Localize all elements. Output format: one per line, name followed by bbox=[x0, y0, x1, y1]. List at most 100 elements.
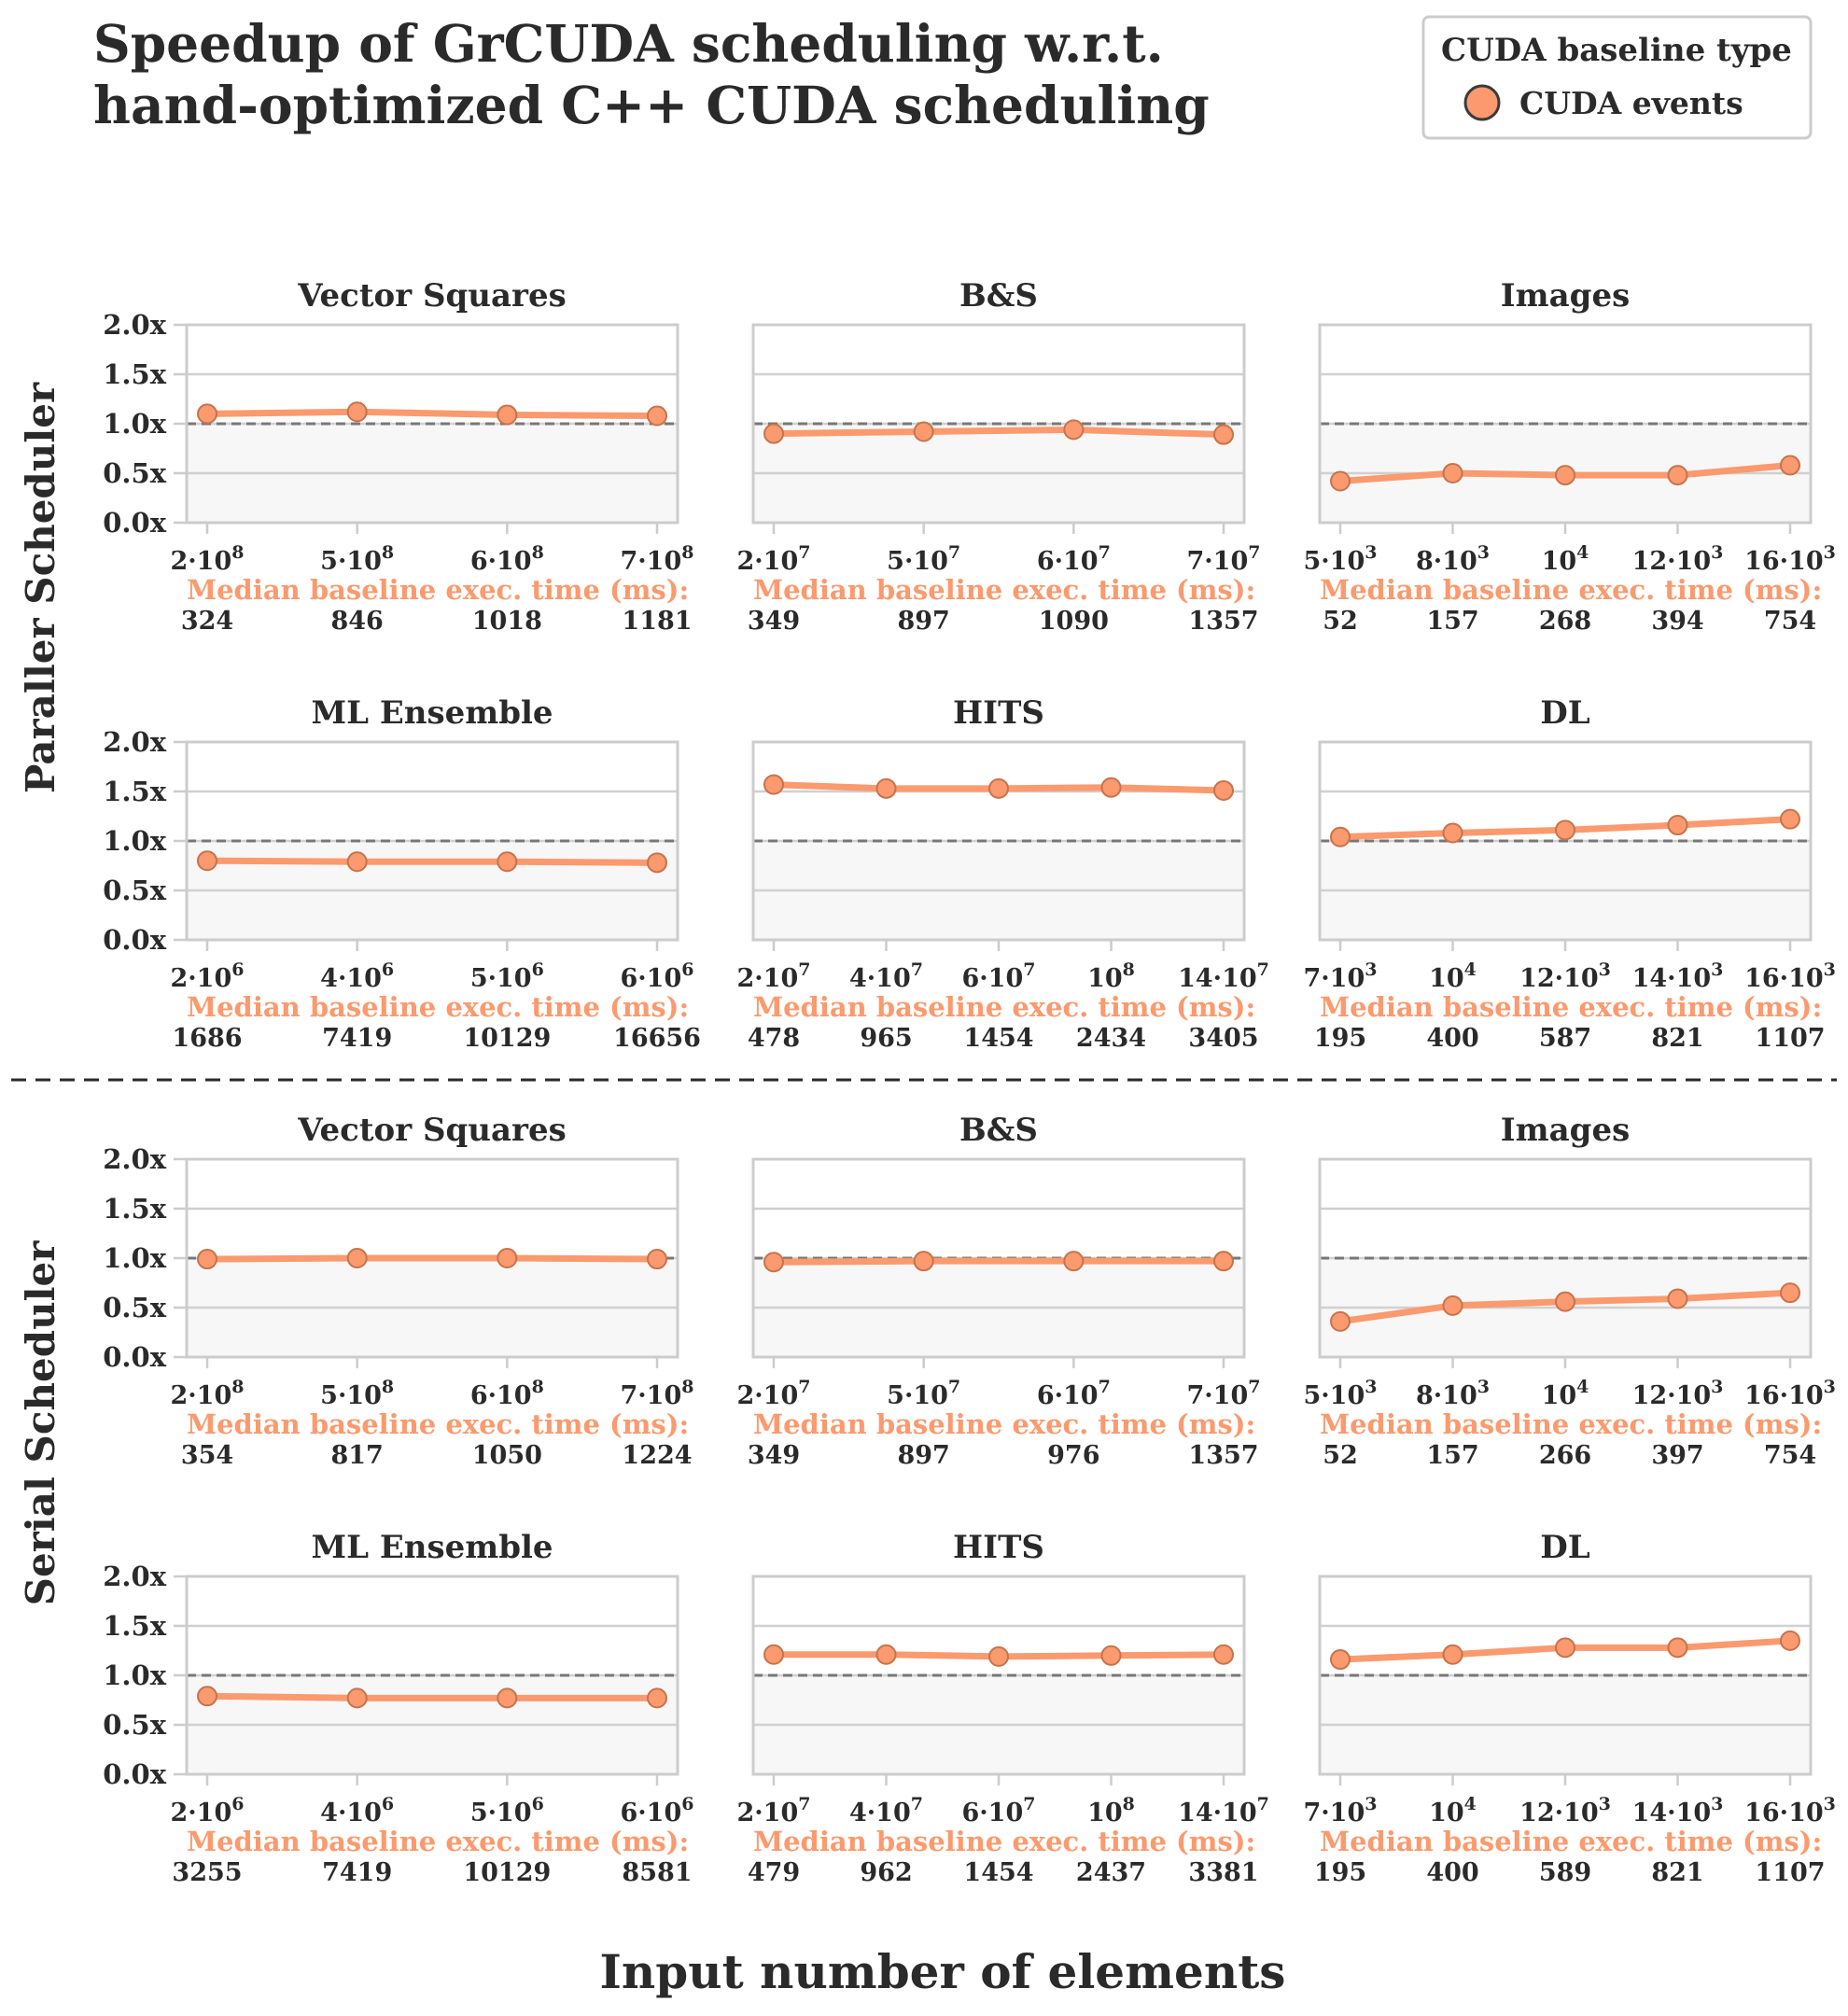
x-tick-label: 16·103 bbox=[1744, 542, 1836, 576]
x-tick-label: 2·108 bbox=[171, 1377, 245, 1410]
y-tick-label: 1.0x bbox=[103, 408, 166, 440]
baseline-time-label: Median baseline exec. time (ms): bbox=[187, 991, 689, 1023]
panel-title: B&S bbox=[959, 1112, 1038, 1149]
data-point bbox=[1213, 1251, 1234, 1272]
baseline-time-value: 16656 bbox=[613, 1024, 701, 1053]
data-point bbox=[497, 1248, 518, 1268]
x-tick-label: 6·106 bbox=[621, 959, 694, 993]
y-tick-label: 0.0x bbox=[103, 1758, 166, 1790]
baseline-time-value: 1107 bbox=[1755, 1024, 1825, 1053]
data-point bbox=[1442, 822, 1463, 844]
data-point bbox=[346, 851, 368, 873]
baseline-time-value: 7419 bbox=[322, 1858, 392, 1887]
data-point bbox=[1330, 1649, 1351, 1671]
baseline-time-label: Median baseline exec. time (ms): bbox=[1320, 574, 1822, 606]
baseline-time-value: 3255 bbox=[172, 1858, 242, 1887]
x-tick-label: 2·106 bbox=[171, 1794, 245, 1827]
baseline-time-value: 1454 bbox=[963, 1858, 1033, 1887]
series-line-cuda-events bbox=[203, 1254, 661, 1263]
baseline-time-value: 897 bbox=[897, 607, 949, 636]
x-tick-label: 7·108 bbox=[621, 1377, 694, 1410]
baseline-time-value: 1090 bbox=[1039, 607, 1109, 636]
y-tick-label: 0.5x bbox=[103, 457, 166, 489]
baseline-time-value: 589 bbox=[1539, 1858, 1591, 1887]
data-point bbox=[1780, 808, 1800, 830]
data-point bbox=[1442, 1295, 1463, 1316]
baseline-time-value: 821 bbox=[1651, 1858, 1703, 1887]
chart-panel: ML Ensemble 0.0x 0.5x 1.0x 1.5x 2.0x 2·106 4·10… bbox=[103, 1529, 693, 1887]
baseline-time-value: 1454 bbox=[963, 1024, 1033, 1053]
data-point bbox=[197, 1686, 217, 1707]
baseline-time-value: 754 bbox=[1764, 607, 1816, 636]
x-tick-label: 104 bbox=[1429, 959, 1477, 993]
x-tick-label: 8·103 bbox=[1416, 1377, 1490, 1410]
x-tick-label: 6·107 bbox=[962, 959, 1036, 993]
x-tick-label: 6·108 bbox=[470, 542, 544, 576]
data-point bbox=[1667, 1288, 1688, 1309]
x-tick-label: 7·108 bbox=[621, 542, 694, 576]
baseline-time-value: 195 bbox=[1314, 1858, 1366, 1887]
x-tick-label: 6·106 bbox=[621, 1794, 694, 1827]
data-point bbox=[197, 1249, 217, 1270]
data-point bbox=[1330, 826, 1351, 847]
data-point bbox=[1100, 777, 1122, 798]
x-tick-label: 2·107 bbox=[737, 1794, 811, 1827]
legend: CUDA baseline type CUDA events bbox=[1421, 15, 1813, 140]
baseline-time-label: Median baseline exec. time (ms): bbox=[1320, 991, 1822, 1023]
y-tick-label: 0.5x bbox=[103, 1709, 166, 1741]
data-point bbox=[197, 403, 217, 425]
panel-title: ML Ensemble bbox=[311, 694, 553, 732]
baseline-time-value: 2437 bbox=[1076, 1858, 1146, 1887]
x-tick-label: 6·108 bbox=[470, 1377, 544, 1410]
y-tick-label: 1.0x bbox=[103, 825, 166, 857]
baseline-time-value: 1357 bbox=[1188, 1441, 1258, 1470]
y-tick-label: 0.0x bbox=[103, 1341, 166, 1373]
baseline-time-value: 846 bbox=[330, 607, 383, 636]
panel-title: Images bbox=[1501, 277, 1630, 315]
baseline-time-value: 1107 bbox=[1755, 1858, 1825, 1887]
y-tick-label: 1.0x bbox=[103, 1659, 166, 1691]
chart-panel: Vector Squares 0.0x 0.5x 1.0x 1.5x 2.0x 2·108 5… bbox=[103, 277, 693, 636]
x-tick-label: 16·103 bbox=[1744, 959, 1836, 993]
data-point bbox=[1100, 1645, 1122, 1666]
panel-title: DL bbox=[1540, 694, 1589, 732]
y-tick-label: 2.0x bbox=[103, 1561, 166, 1592]
x-tick-label: 5·103 bbox=[1304, 542, 1378, 576]
data-point bbox=[763, 1252, 784, 1273]
baseline-time-value: 7419 bbox=[322, 1024, 392, 1053]
data-point bbox=[197, 850, 217, 872]
baseline-time-value: 3405 bbox=[1188, 1024, 1258, 1053]
panel-title: B&S bbox=[959, 277, 1038, 315]
data-point bbox=[1442, 463, 1463, 483]
baseline-time-value: 394 bbox=[1651, 607, 1703, 636]
chart-panel: Vector Squares 0.0x 0.5x 1.0x 1.5x 2.0x 2·108 5… bbox=[103, 1112, 693, 1470]
x-tick-label: 12·103 bbox=[1519, 1794, 1611, 1827]
data-point bbox=[875, 1644, 897, 1665]
data-point bbox=[988, 1645, 1009, 1667]
x-tick-label: 5·108 bbox=[320, 542, 394, 576]
x-tick-label: 7·103 bbox=[1304, 1794, 1378, 1827]
x-tick-label: 5·107 bbox=[887, 542, 960, 576]
data-point bbox=[763, 423, 784, 444]
row-label-serial: Serial Scheduler bbox=[18, 1240, 63, 1606]
x-tick-label: 14·103 bbox=[1632, 959, 1724, 993]
x-tick-label: 14·107 bbox=[1178, 959, 1269, 993]
x-tick-label: 12·103 bbox=[1519, 959, 1611, 993]
baseline-time-value: 1357 bbox=[1188, 607, 1258, 636]
baseline-time-value: 157 bbox=[1426, 607, 1478, 636]
x-tick-label: 6·107 bbox=[1037, 1377, 1111, 1410]
data-point bbox=[913, 421, 934, 442]
baseline-time-value: 479 bbox=[748, 1858, 800, 1887]
y-tick-label: 1.5x bbox=[103, 1610, 166, 1642]
data-point bbox=[647, 852, 667, 874]
x-tick-label: 8·103 bbox=[1416, 542, 1490, 576]
data-point bbox=[763, 774, 784, 795]
baseline-time-value: 10129 bbox=[463, 1858, 551, 1887]
data-point bbox=[913, 1251, 934, 1272]
panel-title: DL bbox=[1540, 1529, 1589, 1566]
data-point bbox=[1063, 1251, 1085, 1272]
panel-grid: Vector Squares 0.0x 0.5x 1.0x 1.5x 2.0x 2·108 5… bbox=[103, 277, 1836, 1887]
